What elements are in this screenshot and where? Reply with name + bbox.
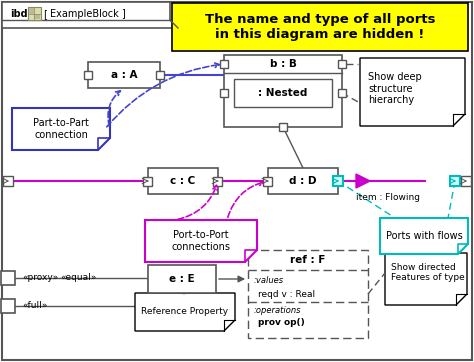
Text: «full»: «full»: [22, 302, 47, 311]
Bar: [279, 123, 287, 131]
Text: :values: :values: [254, 276, 284, 285]
Text: Reference Property: Reference Property: [141, 307, 228, 316]
Text: b : B: b : B: [270, 59, 296, 69]
Bar: [148, 168, 218, 194]
Text: Part-to-Part
connection: Part-to-Part connection: [33, 118, 89, 140]
Text: : Nested: : Nested: [258, 88, 308, 98]
Polygon shape: [360, 58, 465, 126]
Bar: [461, 176, 471, 186]
Polygon shape: [12, 108, 110, 150]
FancyArrowPatch shape: [178, 185, 217, 219]
Text: e : E: e : E: [169, 274, 195, 284]
Text: «equal»: «equal»: [60, 274, 96, 282]
Bar: [338, 60, 346, 68]
Text: a : A: a : A: [111, 70, 137, 80]
Bar: [213, 177, 222, 185]
Bar: [148, 265, 216, 293]
Text: reqd v : Real: reqd v : Real: [258, 290, 315, 299]
Bar: [220, 89, 228, 97]
Polygon shape: [356, 174, 370, 188]
Text: Ports with flows: Ports with flows: [386, 231, 462, 241]
Bar: [1, 271, 15, 285]
Bar: [248, 250, 368, 338]
Bar: [224, 55, 342, 127]
Text: item : Flowing: item : Flowing: [356, 193, 420, 202]
Polygon shape: [145, 220, 257, 262]
Bar: [220, 60, 228, 68]
Bar: [234, 79, 332, 107]
Text: c : C: c : C: [170, 176, 196, 186]
FancyArrowPatch shape: [108, 91, 120, 126]
Bar: [144, 177, 153, 185]
Text: ibd: ibd: [10, 9, 27, 19]
Bar: [172, 3, 468, 51]
Bar: [29, 8, 35, 13]
Bar: [333, 176, 343, 186]
FancyArrowPatch shape: [107, 63, 219, 127]
Polygon shape: [2, 2, 178, 28]
Text: Port-to-Port
connections: Port-to-Port connections: [172, 230, 230, 252]
Polygon shape: [135, 293, 235, 331]
Polygon shape: [385, 253, 467, 305]
Bar: [264, 177, 273, 185]
Bar: [3, 176, 13, 186]
Bar: [338, 89, 346, 97]
Bar: [450, 176, 460, 186]
Text: ExampleBlock ]: ExampleBlock ]: [50, 9, 126, 19]
FancyArrowPatch shape: [228, 181, 264, 217]
Bar: [35, 13, 40, 19]
Text: Show directed
Features of type: Show directed Features of type: [391, 263, 465, 282]
Bar: [156, 71, 164, 79]
Bar: [268, 168, 338, 194]
Bar: [84, 71, 92, 79]
Bar: [28, 7, 41, 20]
Text: prov op(): prov op(): [258, 318, 305, 327]
Bar: [1, 299, 15, 313]
Text: :operations: :operations: [254, 306, 301, 315]
Text: d : D: d : D: [289, 176, 317, 186]
Polygon shape: [380, 218, 468, 254]
Text: [: [: [44, 9, 51, 19]
Text: Show deep
structure
hierarchy: Show deep structure hierarchy: [368, 72, 422, 105]
Text: «proxy»: «proxy»: [22, 274, 58, 282]
Text: ref : F: ref : F: [290, 255, 326, 265]
Text: The name and type of all ports
in this diagram are hidden !: The name and type of all ports in this d…: [205, 13, 435, 41]
Bar: [88, 62, 160, 88]
